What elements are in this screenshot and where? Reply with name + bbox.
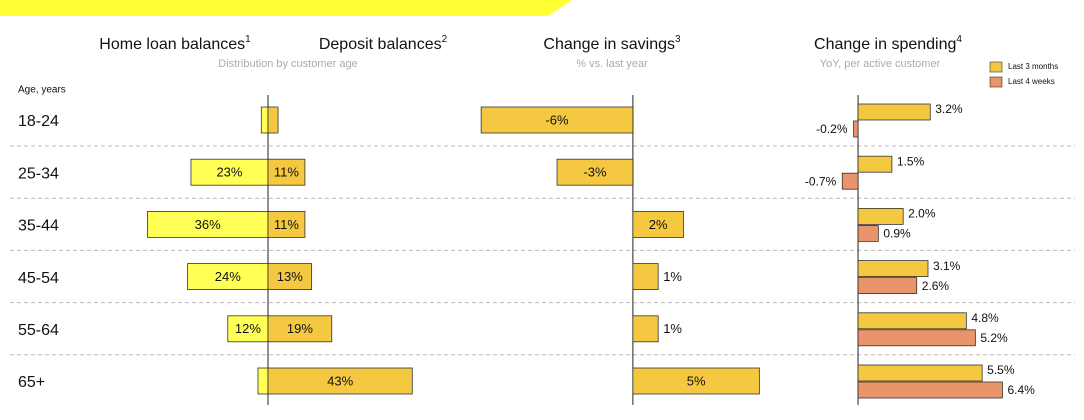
bar <box>857 224 879 242</box>
value-label: -0.7% <box>805 174 837 188</box>
bar <box>632 367 760 395</box>
bar <box>260 106 269 134</box>
panel-subtitle: Distribution by customer age <box>218 58 357 70</box>
value-label: 1.5% <box>897 154 925 168</box>
panel-title-note: 4 <box>956 34 962 45</box>
value-label: 12% <box>235 321 261 336</box>
bar <box>267 367 413 395</box>
bar <box>556 158 634 186</box>
value-label: 5% <box>687 373 706 388</box>
legend-swatch <box>989 61 1003 73</box>
value-label: 6.4% <box>1007 383 1035 397</box>
bar <box>267 106 279 134</box>
value-label: -3% <box>583 165 607 180</box>
category-axis-label: Age, years <box>18 85 66 96</box>
bar <box>857 329 976 347</box>
bar <box>267 158 306 186</box>
legend-label: Last 3 months <box>1008 62 1058 71</box>
value-label: 2% <box>649 217 668 232</box>
bar <box>857 207 904 225</box>
category-label: 65+ <box>18 374 45 391</box>
value-label: 36% <box>195 217 221 232</box>
bar <box>841 172 859 190</box>
bar <box>257 367 269 395</box>
panel-title-note: 3 <box>675 34 681 45</box>
value-label: 3.2% <box>935 102 963 116</box>
value-label: 0.9% <box>883 227 911 241</box>
value-label: 4.8% <box>971 311 999 325</box>
bar <box>632 315 659 343</box>
panel-subtitle: % vs. last year <box>576 58 648 70</box>
bar <box>267 210 306 238</box>
panel-title-text: Home loan balances <box>99 36 245 53</box>
value-label: 1% <box>663 321 682 336</box>
bar <box>857 364 983 382</box>
bar <box>857 103 931 121</box>
bar <box>480 106 634 134</box>
panel-subtitle: YoY, per active customer <box>820 58 941 70</box>
bar <box>857 312 967 330</box>
bar <box>632 263 659 291</box>
bar <box>267 315 333 343</box>
bar <box>857 277 918 295</box>
category-label: 45-54 <box>18 270 59 287</box>
value-label: 5.2% <box>980 331 1008 345</box>
value-label: 13% <box>277 269 303 284</box>
header-banner <box>0 0 572 16</box>
panel-title-text: Deposit balances <box>319 36 442 53</box>
value-label: 24% <box>215 269 241 284</box>
value-label: 1% <box>663 269 682 284</box>
value-label: -6% <box>545 112 569 127</box>
value-label: 19% <box>287 321 313 336</box>
bar <box>267 263 313 291</box>
value-label: 2.6% <box>922 279 950 293</box>
category-label: 35-44 <box>18 218 59 235</box>
bar <box>187 263 269 291</box>
category-label: 18-24 <box>18 113 59 130</box>
bar <box>632 210 684 238</box>
value-label: 11% <box>274 217 299 232</box>
bar <box>857 155 893 173</box>
panel-title: Home loan balances1 <box>99 34 251 53</box>
bar <box>227 315 269 343</box>
bar <box>857 381 1003 399</box>
category-label: 25-34 <box>18 165 59 182</box>
bar <box>857 260 929 278</box>
bar <box>853 120 859 138</box>
value-label: 23% <box>216 165 242 180</box>
panel-title: Change in spending4 <box>814 34 962 53</box>
value-label: -0.2% <box>816 122 848 136</box>
bar <box>190 158 269 186</box>
value-label: 2.0% <box>908 207 936 221</box>
value-label: 43% <box>327 373 353 388</box>
value-label: 11% <box>274 165 299 180</box>
panel-title: Change in savings3 <box>543 34 681 53</box>
panel-title-note: 2 <box>442 34 448 45</box>
category-label: 55-64 <box>18 322 59 339</box>
value-label: 5.5% <box>987 363 1015 377</box>
panel-title-note: 1 <box>245 34 251 45</box>
panel-title-text: Change in spending <box>814 36 956 53</box>
panel-title-text: Change in savings <box>543 36 675 53</box>
legend-swatch <box>989 76 1003 88</box>
legend-label: Last 4 weeks <box>1008 77 1055 86</box>
value-label: 3.1% <box>933 259 961 273</box>
panel-title: Deposit balances2 <box>319 34 448 53</box>
